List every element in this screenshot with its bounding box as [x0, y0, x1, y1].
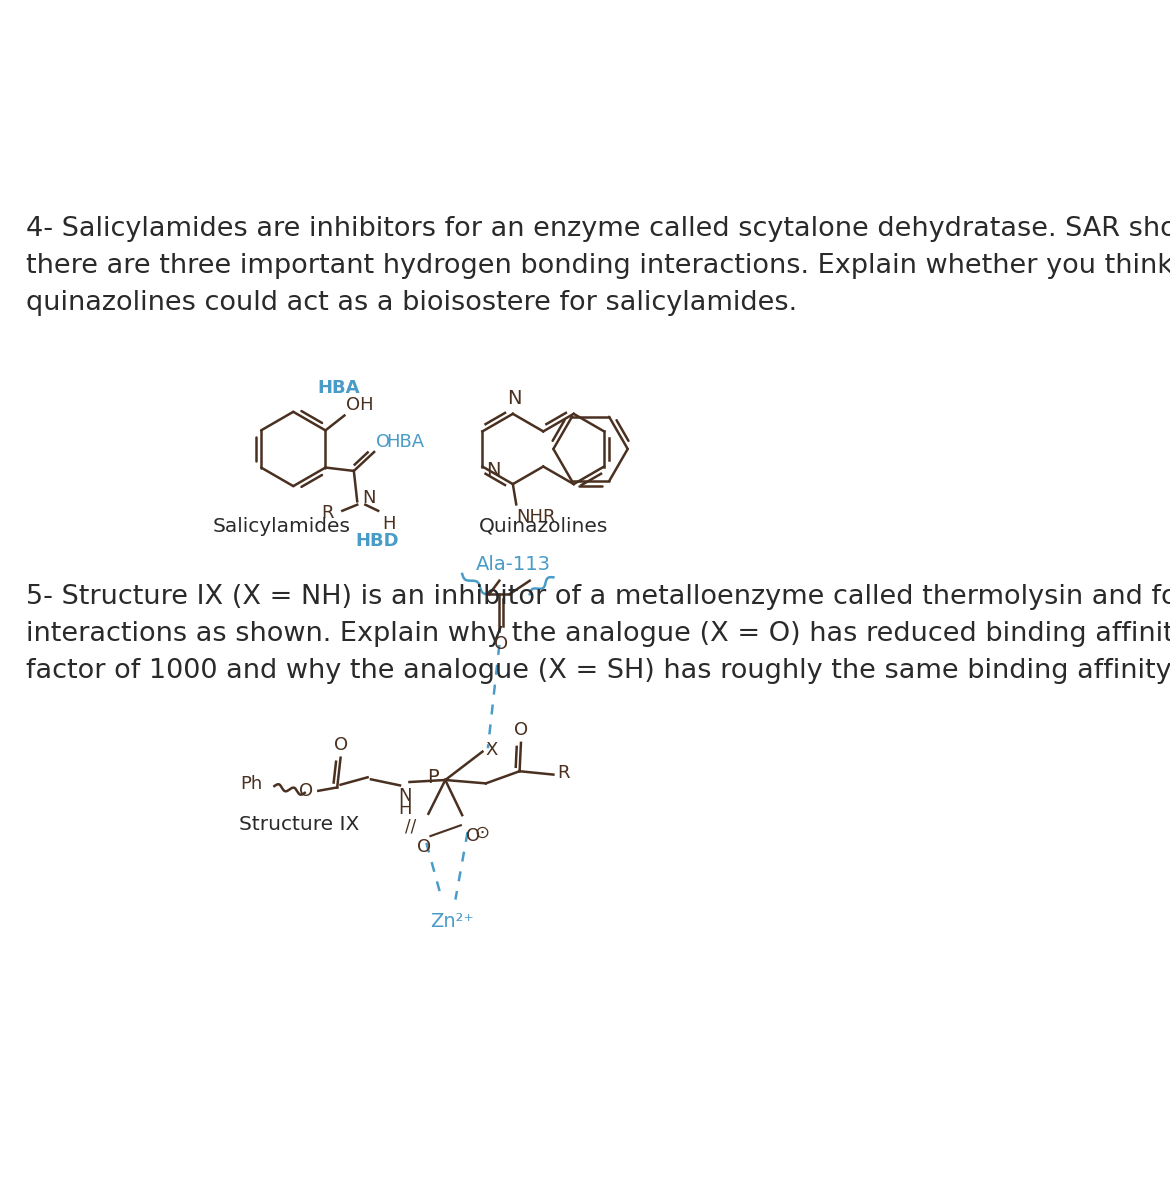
- Text: Zn²⁺: Zn²⁺: [431, 912, 474, 931]
- Text: HBA: HBA: [318, 379, 360, 397]
- Text: N: N: [487, 461, 501, 481]
- Text: HBD: HBD: [356, 533, 399, 550]
- Text: HBA: HBA: [386, 432, 425, 451]
- Text: Quinazolines: Quinazolines: [479, 516, 608, 535]
- Text: //: //: [405, 817, 417, 835]
- Text: N: N: [363, 489, 376, 507]
- Text: P: P: [427, 769, 439, 788]
- Text: ⊙: ⊙: [474, 824, 489, 842]
- Text: O: O: [466, 828, 480, 846]
- Text: H: H: [399, 801, 412, 818]
- Text: N: N: [399, 788, 412, 805]
- Text: OH: OH: [345, 396, 373, 415]
- Text: N: N: [507, 390, 522, 409]
- Text: O: O: [417, 839, 431, 856]
- Text: NHR: NHR: [516, 508, 556, 526]
- Text: R: R: [557, 764, 570, 782]
- Text: 5- Structure IX (X = NH) is an inhibitor of a metalloenzyme called thermolysin a: 5- Structure IX (X = NH) is an inhibitor…: [27, 585, 1170, 684]
- Text: 4- Salicylamides are inhibitors for an enzyme called scytalone dehydratase. SAR : 4- Salicylamides are inhibitors for an e…: [27, 216, 1170, 315]
- Text: O: O: [300, 783, 314, 801]
- Text: H: H: [383, 515, 395, 533]
- Text: Salicylamides: Salicylamides: [212, 516, 350, 535]
- Text: O: O: [376, 432, 391, 451]
- Text: Ph: Ph: [241, 775, 263, 794]
- Text: O: O: [514, 720, 528, 739]
- Text: R: R: [321, 504, 333, 522]
- Text: Structure IX: Structure IX: [239, 815, 359, 834]
- Text: O: O: [494, 635, 508, 653]
- Text: Ala-113: Ala-113: [475, 555, 550, 574]
- Text: O: O: [333, 736, 347, 753]
- Text: X: X: [486, 740, 498, 758]
